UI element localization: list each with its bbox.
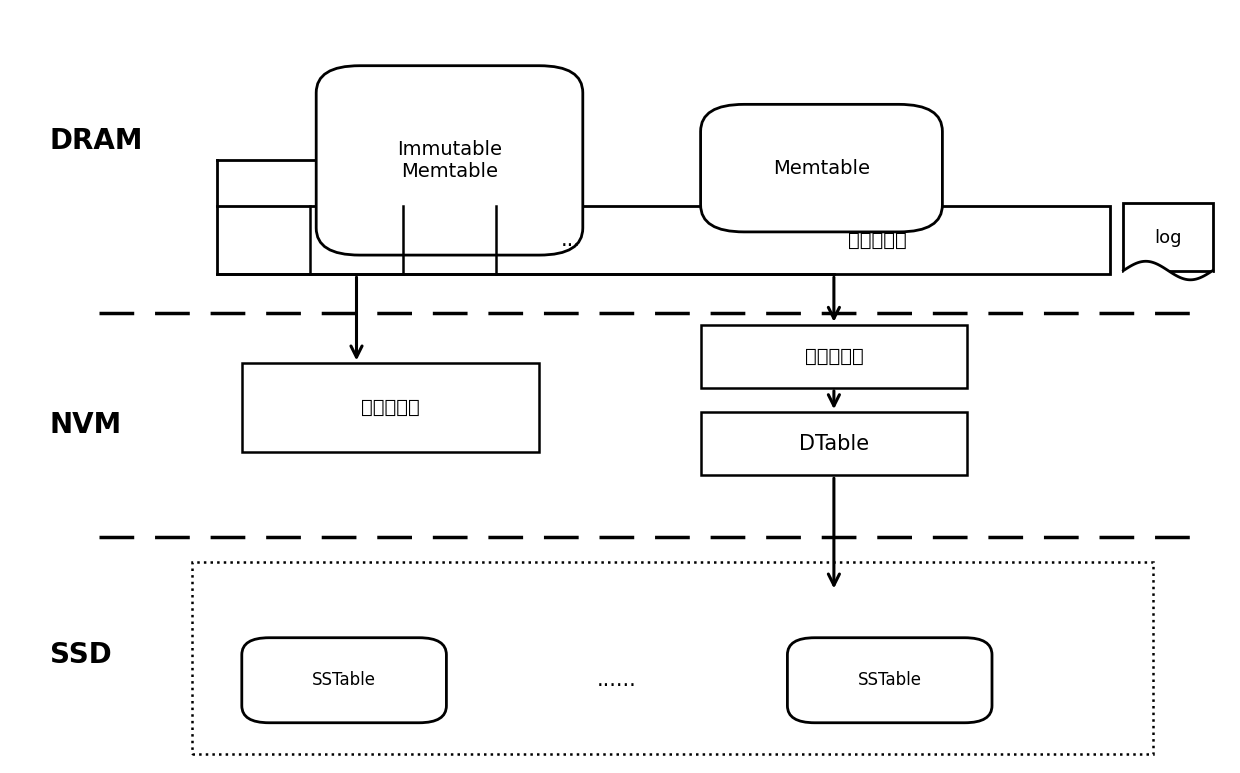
Text: SSTable: SSTable (858, 671, 921, 690)
Text: ...: ... (560, 230, 580, 250)
Text: 文件哈希表: 文件哈希表 (805, 347, 863, 366)
Bar (1123, 203, 1213, 271)
Text: Memtable: Memtable (773, 158, 870, 178)
Bar (242, 363, 539, 452)
Bar (217, 206, 1110, 274)
Text: DRAM: DRAM (50, 127, 143, 155)
Text: Immutable
Memtable: Immutable Memtable (397, 140, 502, 181)
Text: 目录哈希表: 目录哈希表 (848, 231, 906, 250)
Bar (192, 562, 1153, 754)
FancyBboxPatch shape (787, 638, 992, 723)
Text: ......: ...... (596, 670, 637, 690)
Text: NVM: NVM (50, 411, 122, 439)
FancyBboxPatch shape (316, 66, 583, 255)
Polygon shape (1123, 261, 1213, 288)
Bar (701, 325, 967, 388)
Text: SSTable: SSTable (312, 671, 376, 690)
Text: DTable: DTable (799, 434, 869, 454)
Bar (701, 412, 967, 475)
FancyBboxPatch shape (242, 638, 446, 723)
Text: log: log (1154, 229, 1182, 247)
FancyBboxPatch shape (701, 104, 942, 232)
Text: SSD: SSD (50, 641, 112, 669)
Text: 元数据索引: 元数据索引 (361, 398, 420, 417)
